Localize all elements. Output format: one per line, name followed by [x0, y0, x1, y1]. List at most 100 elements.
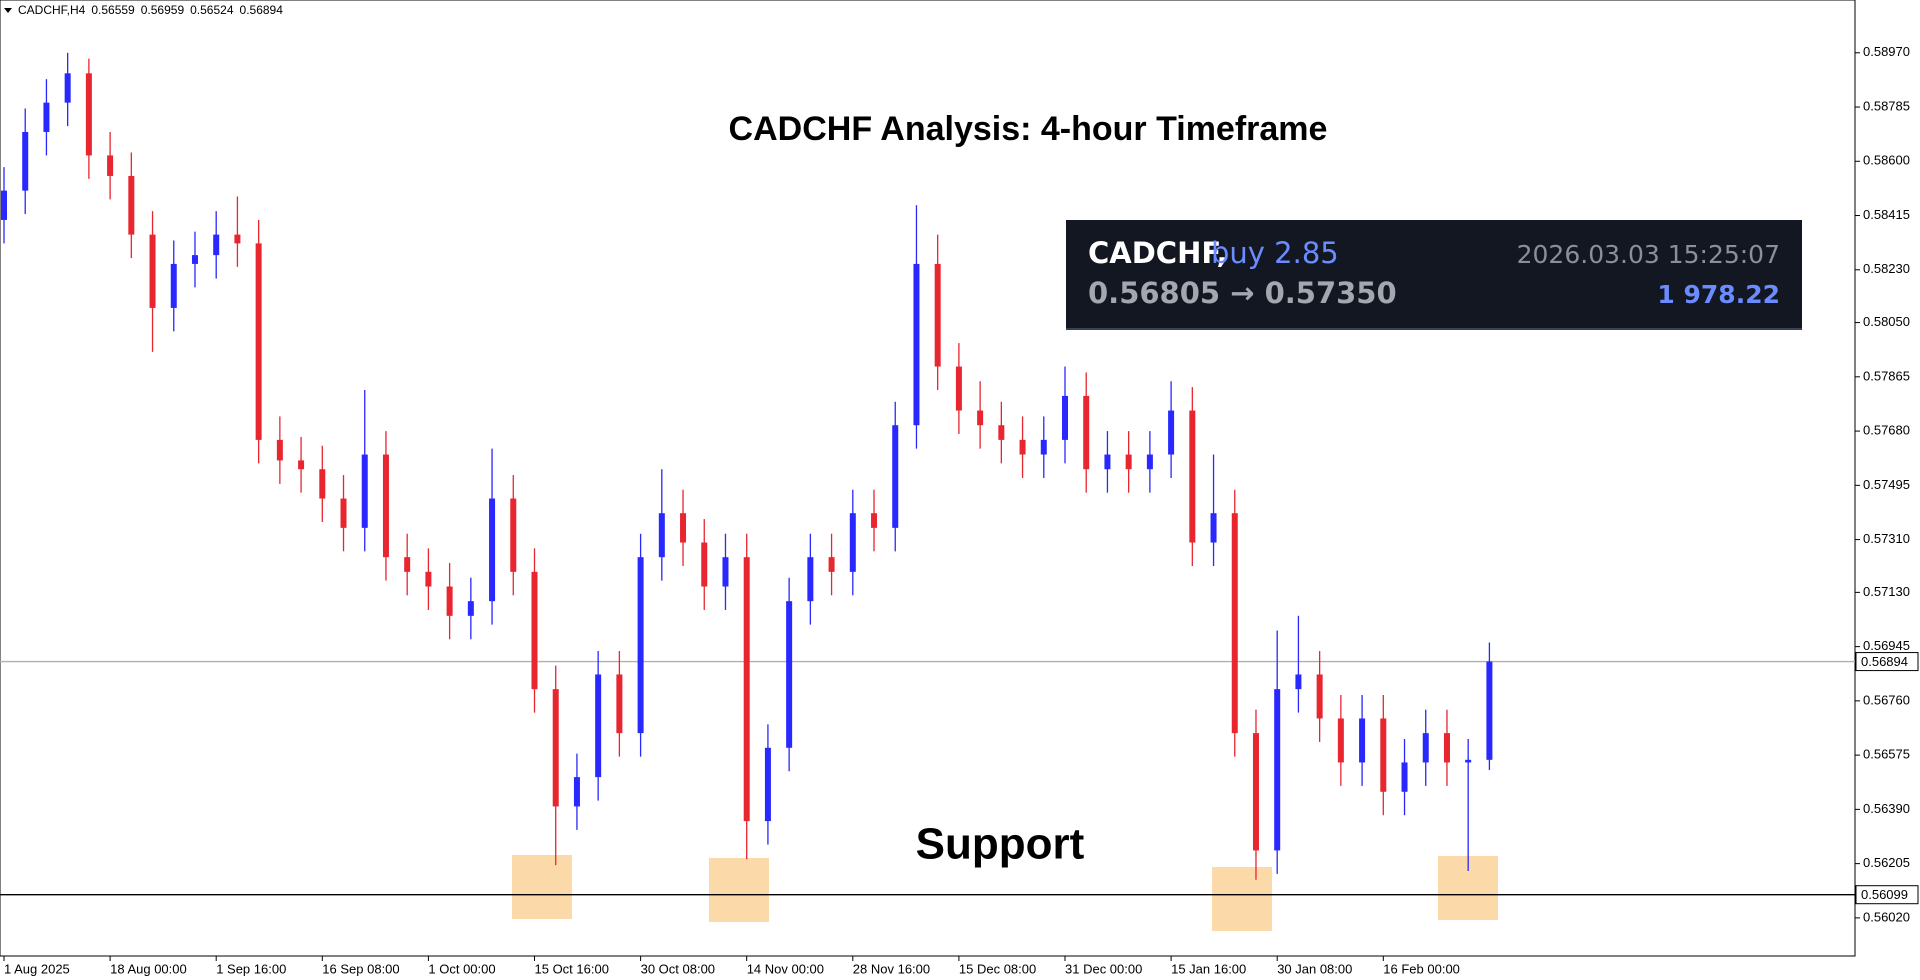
candle-body [680, 513, 687, 543]
menu-arrow [4, 8, 12, 13]
highlight-box [512, 855, 572, 919]
candle-body [43, 102, 50, 132]
x-tick-label: 1 Sep 16:00 [216, 961, 286, 976]
y-tick-label: 0.58970 [1863, 44, 1910, 59]
signal-profit: 1 978.22 [1657, 280, 1780, 309]
signal-symbol: CADCHF, [1088, 236, 1228, 270]
candle-body [595, 674, 602, 778]
candle-body [1146, 454, 1153, 470]
candle-body [531, 571, 538, 690]
candle-body [361, 454, 368, 528]
x-tick-label: 28 Nov 16:00 [853, 961, 930, 976]
support-highlights [512, 855, 1498, 931]
y-tick-label: 0.58600 [1863, 153, 1910, 168]
candle-body [1104, 454, 1111, 470]
candle-body [1274, 689, 1281, 851]
candle-body [107, 155, 114, 176]
header-text: 0.56894 [240, 3, 284, 17]
candle-body [1125, 454, 1132, 470]
x-tick-label: 15 Dec 08:00 [959, 961, 1036, 976]
x-tick-label: 15 Jan 16:00 [1171, 961, 1246, 976]
candle-body [701, 542, 708, 587]
price-label: 0.56099 [1861, 887, 1908, 902]
candle-body [1422, 733, 1429, 763]
x-tick-label: 1 Oct 00:00 [428, 961, 495, 976]
candle-body [1252, 733, 1259, 851]
y-tick-label: 0.57310 [1863, 531, 1910, 546]
candle-body [658, 513, 665, 558]
header-text: 0.56559 [91, 3, 135, 17]
candle-body [170, 263, 177, 308]
candle-body [213, 234, 220, 256]
candle-body [934, 263, 941, 367]
header-text: 0.56524 [190, 3, 234, 17]
candle-body [128, 175, 135, 235]
candle-body [1465, 759, 1472, 763]
highlight-box [709, 858, 769, 922]
x-tick-label: 30 Oct 08:00 [641, 961, 715, 976]
candle-body [1189, 410, 1196, 543]
price-label: 0.56894 [1861, 654, 1908, 669]
candle-body [807, 557, 814, 602]
candle-body [998, 425, 1005, 440]
candle-body [446, 586, 453, 616]
candle-body [1062, 395, 1068, 440]
x-tick-label: 31 Dec 00:00 [1065, 961, 1142, 976]
candle-body [1295, 674, 1302, 690]
candle-body [1486, 661, 1493, 760]
y-tick-label: 0.57865 [1863, 368, 1910, 383]
candle-body [955, 366, 962, 411]
candle-body [1380, 718, 1387, 792]
candle-body [722, 557, 729, 587]
candle-body [1, 190, 7, 220]
y-tick-label: 0.57680 [1863, 423, 1910, 438]
candle-body [191, 255, 198, 264]
candle-body [1231, 513, 1238, 734]
candle-body [786, 601, 793, 748]
candle-body [913, 263, 920, 426]
candle-body [1316, 674, 1323, 719]
y-tick-label: 0.56205 [1863, 855, 1910, 870]
highlight-box [1212, 867, 1272, 931]
chart-title: CADCHF Analysis: 4-hour Timeframe [729, 110, 1328, 148]
candle-body [552, 689, 559, 807]
candle-body [849, 513, 856, 572]
candle-body [1168, 410, 1175, 455]
candle-body [489, 498, 496, 602]
candle-body [764, 747, 771, 822]
signal-prices: 0.56805 → 0.57350 [1088, 276, 1397, 310]
y-tick-label: 0.56945 [1863, 638, 1910, 653]
price-label-box [1855, 885, 1919, 905]
candle-body [637, 557, 644, 734]
y-tick-label: 0.58415 [1863, 207, 1910, 222]
candle-body [1443, 733, 1450, 763]
signal-time: 2026.03.03 15:25:07 [1516, 240, 1780, 269]
candle-body [22, 131, 29, 191]
y-tick-label: 0.58230 [1863, 261, 1910, 276]
candle-body [425, 571, 432, 587]
y-tick-label: 0.56575 [1863, 747, 1910, 762]
candle-body [467, 601, 474, 616]
candle-body [743, 557, 750, 822]
support-label: Support [916, 820, 1085, 869]
candle-body [1337, 718, 1344, 763]
candle-body [1019, 439, 1026, 455]
x-tick-label: 15 Oct 16:00 [535, 961, 609, 976]
x-tick-label: 30 Jan 08:00 [1277, 961, 1352, 976]
candle-body [298, 460, 305, 470]
candle-body [382, 454, 389, 558]
price-label-box [1855, 652, 1919, 672]
candle-body [1040, 439, 1047, 455]
y-tick-label: 0.58785 [1863, 98, 1910, 113]
symbol-header: CADCHF,H4 0.56559 0.56959 0.56524 0.56894 [18, 3, 283, 17]
x-tick-label: 18 Aug 00:00 [110, 961, 187, 976]
candle-body [871, 513, 878, 528]
x-tick-label: 1 Aug 2025 [4, 961, 70, 976]
y-tick-label: 0.57495 [1863, 477, 1910, 492]
candle-body [1359, 718, 1366, 763]
candle-body [85, 73, 92, 156]
candle-body [892, 425, 899, 528]
candle-body [319, 469, 326, 499]
